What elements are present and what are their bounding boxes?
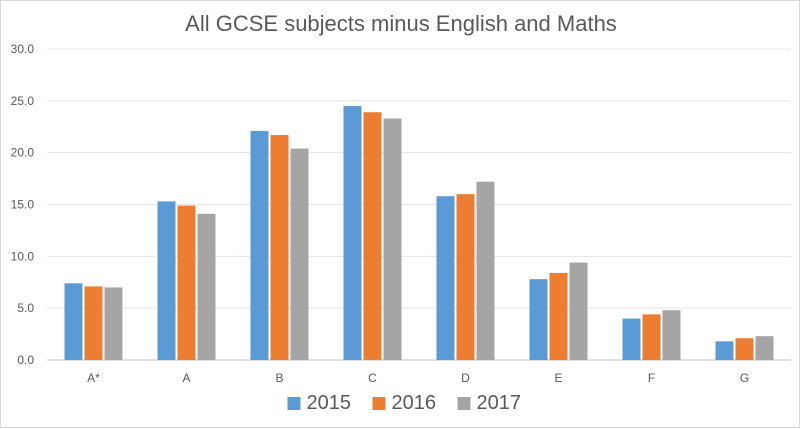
chart-title: All GCSE subjects minus English and Math… [185,11,617,36]
legend-swatch [457,397,471,410]
legend: 2015 2016 2017 [287,392,522,414]
legend-item-2017: 2017 [457,392,522,414]
x-tick-label: D [461,371,470,385]
bar-2017-A [197,213,216,360]
bar-2016-B [270,135,289,360]
bar-2015-D [436,196,455,360]
legend-label: 2016 [392,392,437,414]
bar-2015-C [343,106,362,361]
bar-2016-G [735,338,754,360]
bars [64,106,774,361]
bar-2016-C [363,112,382,360]
bar-2016-A [177,205,196,360]
bar-2017-G [755,336,774,360]
y-tick-label: 30.0 [11,42,35,56]
legend-item-2016: 2016 [372,392,437,414]
bar-2015-E [529,279,548,360]
y-tick-label: 25.0 [11,94,35,108]
legend-label: 2015 [307,392,352,414]
legend-label: 2017 [477,392,522,414]
bar-2016-A* [84,286,103,360]
bar-2015-G [715,341,734,360]
x-tick-label: A* [87,371,100,385]
x-tick-label: G [740,371,749,385]
y-tick-label: 0.0 [17,353,34,367]
bar-2015-A* [64,283,83,360]
bar-2017-E [569,262,588,360]
bar-2015-A [157,201,176,360]
y-tick-label: 20.0 [11,146,35,160]
y-tick-label: 15.0 [11,198,35,212]
legend-swatch [372,397,386,410]
x-tick-label: B [275,371,283,385]
legend-swatch [287,397,301,410]
bar-2017-C [383,118,402,360]
x-tick-label: C [368,371,377,385]
bar-2017-A* [104,287,123,360]
bar-2015-F [622,318,641,360]
x-tick-label: A [182,371,190,385]
bar-2017-F [662,310,681,360]
bar-2016-E [549,272,568,360]
bar-2016-F [642,314,661,360]
y-tick-label: 5.0 [17,301,34,315]
bar-2017-B [290,148,309,360]
bar-2017-D [476,181,495,360]
y-tick-label: 10.0 [11,249,35,263]
bar-2016-D [456,194,475,360]
y-axis-ticks: 0.0 5.0 10.0 15.0 20.0 25.0 30.0 [11,42,35,367]
x-tick-label: E [554,371,562,385]
x-tick-label: F [648,371,655,385]
bar-2015-B [250,130,269,360]
legend-item-2015: 2015 [287,392,352,414]
x-axis-ticks: A* A B C D E F G [87,371,749,385]
